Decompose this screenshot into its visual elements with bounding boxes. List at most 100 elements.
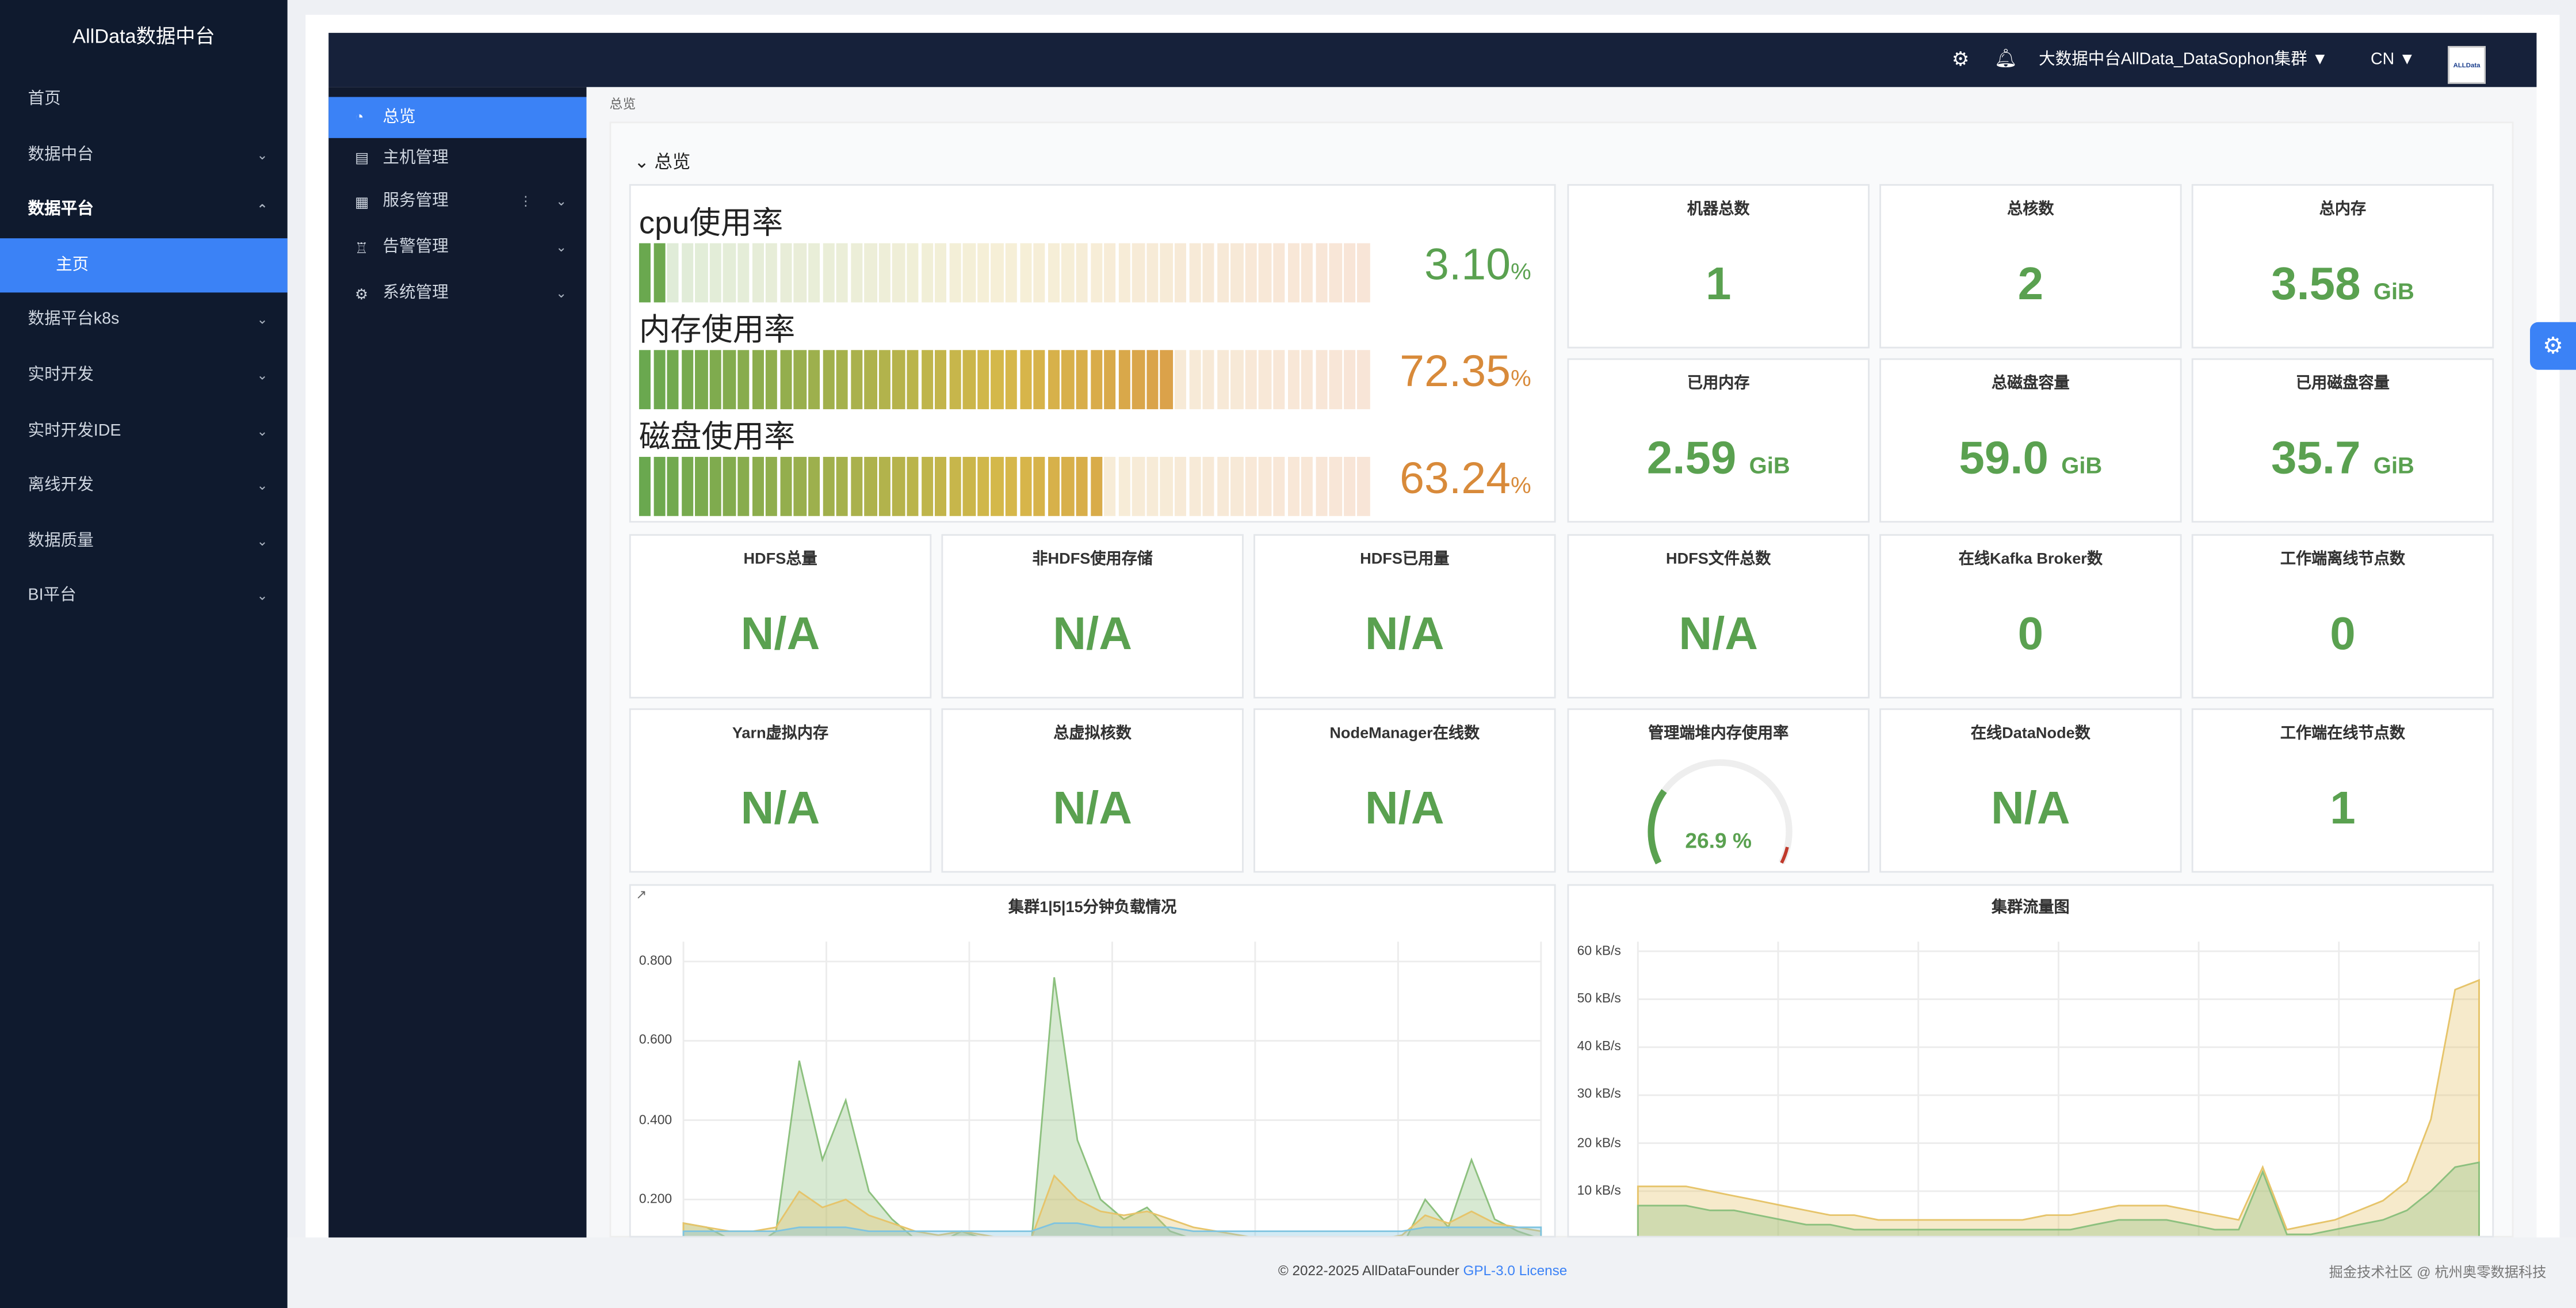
sidebar-item-label: 数据中台 [28,146,94,164]
usage-bar-segment [1329,243,1342,303]
chart-title: 集群流量图 [1991,899,2070,917]
usage-bar-segment [1202,456,1215,516]
usage-bar-segment [1061,350,1074,410]
usage-bar-segment [1329,456,1342,516]
usage-bar-segment [1048,350,1060,410]
sidebar-item[interactable]: 实时开发 ⌄ [0,348,288,403]
usage-bar-segment [723,243,736,303]
usage-bar-segment [1033,243,1046,303]
usage-bar-segment [935,243,947,303]
usage-bar-segment [639,456,651,516]
submenu-item[interactable]: ▦ 服务管理 ⌄ ⋮ [328,179,586,225]
stat-card: NodeManager在线数 N/A [1253,708,1556,873]
usage-bar-segment [1315,243,1328,303]
language-selector[interactable]: CN ▼ [2371,33,2416,87]
submenu-item[interactable]: ▤ 主机管理 [328,138,586,179]
more-icon[interactable]: ⋮ [519,193,533,209]
stat-value: N/A [1255,608,1554,661]
external-link-icon[interactable]: ↗ [636,887,647,902]
usage-bar-segment [1230,243,1243,303]
sidebar-item[interactable]: 主页 [0,238,288,293]
usage-bar-segment [1118,456,1130,516]
usage-bar-segment [681,243,694,303]
cluster-name: 大数据中台AllData_DataSophon集群 [2039,51,2307,69]
sidebar-item[interactable]: BI平台 ⌄ [0,569,288,624]
usage-bar-segment [695,456,708,516]
stat-card: 在线Kafka Broker数 0 [1879,534,2182,699]
stat-card: 工作端离线节点数 0 [2191,534,2494,699]
usage-bar-segment [1160,243,1173,303]
submenu-item-label: 系统管理 [383,284,449,303]
sidebar-item[interactable]: 数据平台k8s ⌄ [0,293,288,348]
submenu-item[interactable]: ♖ 告警管理 ⌄ [328,225,586,271]
stat-title: 已用磁盘容量 [2296,375,2390,393]
sidebar-item-label: BI平台 [28,587,77,605]
stat-value: 35.7 GiB [2193,432,2493,485]
stat-card: 总磁盘容量 59.0 GiB [1879,358,2182,523]
copyright-text: © 2022-2025 AllDataFounder [1278,1262,1459,1279]
stat-card: 总内存 3.58 GiB [2191,184,2494,349]
usage-bar-segment [1005,350,1018,410]
license-link[interactable]: GPL-3.0 License [1463,1262,1568,1279]
usage-bar-segment [1188,243,1201,303]
stat-value: N/A [1255,782,1554,834]
usage-bar-segment [1358,243,1370,303]
sidebar-item[interactable]: 数据平台 ⌃ [0,183,288,238]
brand-logo[interactable]: ALLData [2448,45,2486,84]
submenu-item[interactable]: ◔ 总览 [328,97,587,138]
usage-bar-segment [653,456,666,516]
bell-icon[interactable]: 🔔︎ [1994,49,2017,69]
usage-bar-segment [822,456,835,516]
settings-icon[interactable]: ⚙ [1951,47,1970,71]
usage-bar-segment [1118,243,1130,303]
usage-number: 72.35 [1400,346,1511,396]
usage-bar-segment [1259,243,1271,303]
usage-bar-segment [1146,350,1159,410]
usage-panel: cpu使用率 3.10% 内存使用率 72.35% 磁盘使用率 63.24% [629,184,1556,523]
usage-bar-segment [639,350,651,410]
sidebar-item[interactable]: 首页 [0,73,288,128]
usage-label: 磁盘使用率 [639,421,796,456]
section-header[interactable]: ⌄ 总览 [634,148,690,174]
usage-bar-segment [963,456,976,516]
stat-value: N/A [943,782,1242,834]
stat-number: 2 [2017,258,2044,309]
usage-bar-segment [836,350,849,410]
usage-value: 63.24% [1400,453,1531,505]
usage-bar-segment [878,456,891,516]
sidebar-item[interactable]: 数据质量 ⌄ [0,514,288,569]
stat-value: 0 [1881,608,2180,661]
sidebar-item[interactable]: 实时开发IDE ⌄ [0,403,288,459]
usage-bar-segment [1217,456,1229,516]
usage-bar-segment [1343,456,1356,516]
usage-bar-segment [991,456,1004,516]
stat-number: N/A [1365,782,1444,833]
usage-bar-segment [836,456,849,516]
cluster-selector[interactable]: 大数据中台AllData_DataSophon集群 ▼ [2039,33,2328,87]
stat-card: 总核数 2 [1879,184,2182,349]
submenu-item[interactable]: ⚙ 系统管理 ⌄ [328,271,586,317]
usage-bar-segment [1104,243,1117,303]
chevron-icon: ⌄ [257,423,268,438]
usage-bar [639,456,1370,516]
stat-number: 3.58 [2271,258,2361,309]
usage-bar-segment [1301,243,1314,303]
floating-settings-icon[interactable]: ⚙ [2530,322,2576,370]
stat-value: 59.0 GiB [1881,432,2180,485]
usage-bar-segment [1273,243,1286,303]
usage-bar-segment [1160,350,1173,410]
sidebar-item[interactable]: 数据中台 ⌄ [0,128,288,183]
y-tick-label: 60 kB/s [1577,943,1621,958]
usage-bar-segment [1132,350,1145,410]
sidebar-item[interactable]: 离线开发 ⌄ [0,459,288,514]
usage-bar-segment [1202,243,1215,303]
usage-bar-segment [1245,350,1258,410]
usage-bar [639,243,1370,303]
usage-bar-segment [1202,350,1215,410]
usage-bar-segment [1329,350,1342,410]
dashboard-content: 总览 ⌄ 总览 cpu使用率 3.10% 内存使用率 72.35% 磁盘使用率 63.24… [586,87,2537,1238]
usage-bar-segment [1090,350,1102,410]
stat-number: N/A [1679,608,1759,659]
stat-unit: GiB [2373,452,2414,479]
stat-card: 机器总数 1 [1567,184,1870,349]
